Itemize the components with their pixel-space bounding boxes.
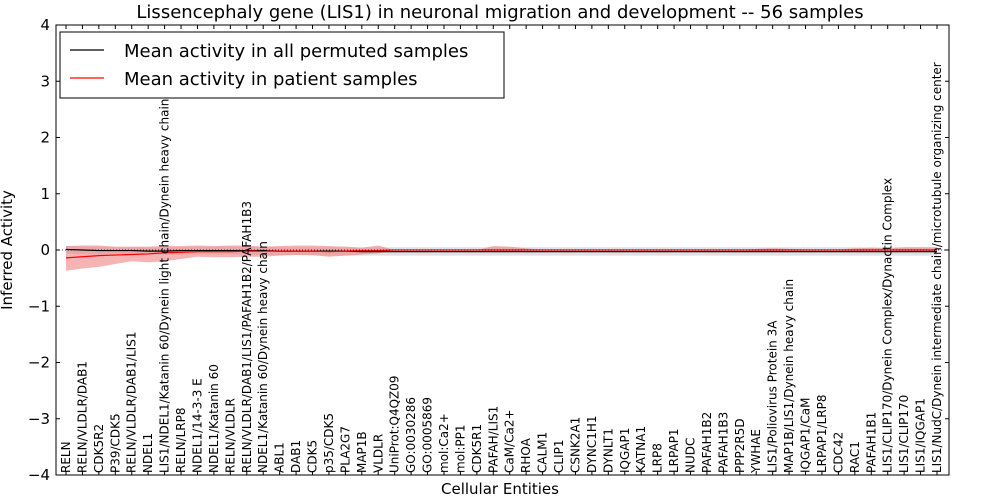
x-tick-label: IQGAP1/CaM (799, 398, 813, 474)
x-tick-label: mol:PP1 (453, 424, 467, 473)
x-tick-label: RELN (59, 441, 73, 473)
x-tick-label: RHOA (519, 437, 533, 473)
x-tick-label: CDK5R1 (470, 424, 484, 473)
x-tick-label: NDEL1/Katanin 60 (207, 364, 221, 473)
x-tick-label: P39/CDK5 (108, 413, 122, 473)
x-tick-label: RAC1 (848, 441, 862, 473)
x-tick-label: NDEL1/Katanin 60/Dynein heavy chain (256, 241, 270, 473)
x-tick-label: ABL1 (273, 442, 287, 473)
x-tick-label: DYNC1H1 (585, 415, 599, 473)
x-tick-label: NDEL1 (141, 433, 155, 473)
x-tick-label: PAFAH1B2 (700, 412, 714, 473)
legend-label-permuted: Mean activity in all permuted samples (124, 41, 468, 62)
x-tick-label: CDK5 (306, 440, 320, 473)
x-tick-label: NUDC (683, 438, 697, 473)
x-tick-label: KATNA1 (634, 426, 648, 473)
x-tick-label: LRP8 (651, 443, 665, 473)
legend-label-patient: Mean activity in patient samples (124, 69, 418, 90)
x-tick-label: mol:Ca2+ (437, 413, 451, 473)
x-tick-label: MAP1B/LIS1/Dynein heavy chain (782, 279, 796, 473)
x-tick-label: PLA2G7 (338, 426, 352, 473)
y-tick-label: −1 (28, 297, 50, 315)
x-tick-label: PAFAH/LIS1 (486, 406, 500, 473)
x-tick-label: CSNK2A1 (568, 417, 582, 473)
y-tick-label: 1 (40, 185, 50, 203)
x-tick-label: CaM/Ca2+ (503, 409, 517, 473)
y-tick-label: −4 (28, 466, 50, 484)
chart-title: Lissencephaly gene (LIS1) in neuronal mi… (136, 2, 863, 23)
x-tick-label: YWHAE (749, 429, 763, 474)
y-tick-label: −3 (28, 410, 50, 428)
x-tick-label: LIS1/IQGAP1 (914, 398, 928, 473)
x-tick-label: CLIP1 (552, 440, 566, 473)
x-tick-label: DYNLT1 (601, 428, 615, 473)
x-tick-label: LIS1/NDEL1/Katanin 60/Dynein light chain… (158, 99, 172, 473)
x-tick-label: LIS1/NudC/Dynein intermediate chain/micr… (930, 62, 944, 473)
x-tick-label: PAFAH1B3 (716, 412, 730, 473)
band-patient (66, 245, 937, 271)
x-axis-label: Cellular Entities (441, 480, 559, 498)
x-tick-label: NDEL1/14-3-3 E (190, 378, 204, 473)
x-tick-label: PAFAH1B1 (864, 412, 878, 473)
legend: Mean activity in all permuted samples Me… (59, 31, 505, 99)
x-tick-label: IQGAP1 (618, 428, 632, 473)
x-tick-label: CALM1 (536, 432, 550, 473)
x-tick-label: PPP2R5D (733, 418, 747, 473)
x-tick-label: RELN/VLDLR/DAB1/LIS1 (125, 332, 139, 473)
x-tick-label: VLDLR (371, 434, 385, 473)
x-tick-label: GO:0005869 (421, 397, 435, 473)
x-tick-label: LIS1/CLIP170/Dynein Complex/Dynactin Com… (881, 178, 895, 473)
x-tick-label: DAB1 (289, 440, 303, 473)
x-tick-label: p35/CDK5 (322, 413, 336, 473)
x-tick-label: LRPAP1/LRP8 (815, 394, 829, 473)
series-line-permuted (65, 248, 937, 253)
x-tick-label: RELN/VLDLR/DAB1/LIS1/PAFAH1B2/PAFAH1B3 (240, 201, 254, 473)
x-tick-label: MAP1B (355, 431, 369, 473)
x-tick-label: CDK5R2 (92, 424, 106, 473)
x-tick-label: LIS1/Poliovirus Protein 3A (766, 320, 780, 473)
y-tick-label: 3 (40, 72, 50, 90)
y-tick-label: −2 (28, 354, 50, 372)
x-tick-label: RELN/LRP8 (174, 407, 188, 473)
axes: −4 −3 −2 −1 0 1 2 3 4 RELN RELN/VLDLR/DAB1 CDK5R2 P3… (28, 16, 949, 484)
x-tick-label: LIS1/CLIP170 (897, 395, 911, 473)
y-tick-label: 0 (40, 241, 50, 259)
y-axis-label: Inferred Activity (0, 190, 16, 310)
x-tick-label: UniProt:Q4QZ09 (388, 375, 402, 473)
x-tick-label: RELN/VLDLR (223, 398, 237, 473)
legend-box (59, 31, 505, 99)
plot-area (56, 245, 949, 271)
y-tick-label: 4 (40, 16, 50, 34)
x-tick-label: CDC42 (831, 432, 845, 473)
x-tick-label: GO:0030286 (404, 397, 418, 473)
x-tick-label: LRPAP1 (667, 428, 681, 473)
x-tick-label: RELN/VLDLR/DAB1 (75, 361, 89, 473)
y-tick-label: 2 (40, 129, 50, 147)
